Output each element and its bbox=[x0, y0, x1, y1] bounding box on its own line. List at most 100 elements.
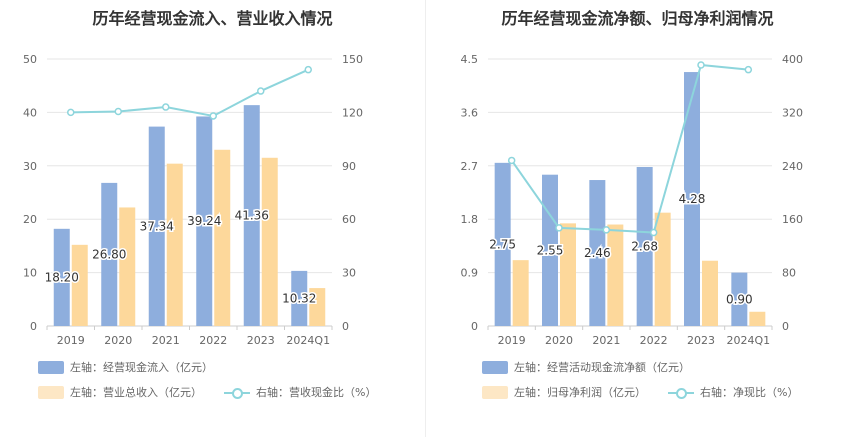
x-tick-label: 2022 bbox=[640, 334, 668, 347]
y-right-tick-label: 80 bbox=[782, 267, 796, 280]
data-label: 39.24 bbox=[187, 214, 221, 228]
bar-series-2 bbox=[166, 163, 183, 326]
x-tick-label: 2020 bbox=[104, 334, 132, 347]
line-point bbox=[304, 65, 312, 74]
bar-series-2 bbox=[607, 224, 624, 326]
x-tick-label: 2020 bbox=[545, 334, 573, 347]
bar-series-1 bbox=[589, 180, 606, 326]
line-series-3 bbox=[70, 68, 309, 118]
bar-series-2 bbox=[309, 288, 326, 326]
bar-series-1 bbox=[731, 272, 748, 326]
data-label: 2.55 bbox=[537, 243, 564, 257]
x-tick-label: 2024Q1 bbox=[727, 334, 771, 347]
data-label: 26.80 bbox=[92, 247, 126, 261]
bar-series-2 bbox=[214, 149, 231, 326]
y-right-tick-label: 240 bbox=[782, 160, 803, 173]
y-right-tick-label: 0 bbox=[782, 320, 789, 333]
bar-series-1 bbox=[494, 162, 511, 326]
y-right-tick-label: 400 bbox=[782, 53, 803, 66]
data-label: 10.32 bbox=[282, 291, 316, 305]
legend-swatch bbox=[38, 360, 64, 374]
y-right-tick-label: 120 bbox=[342, 106, 363, 119]
line-point bbox=[649, 228, 658, 237]
bar-series-1 bbox=[53, 228, 70, 326]
data-label: 0.90 bbox=[726, 292, 753, 306]
line-series-3 bbox=[510, 63, 749, 234]
bar-series-1 bbox=[684, 72, 700, 326]
data-label: 4.28 bbox=[679, 192, 706, 206]
x-tick-label: 2023 bbox=[687, 334, 715, 347]
chart-svg: 0 10 20 30 40 50 0 30 60 90 120 150 2019 2020 2021 2022… bbox=[23, 53, 363, 347]
x-tick-label: 2021 bbox=[152, 334, 180, 347]
legend-swatch bbox=[482, 385, 508, 399]
y-right-tick-label: 320 bbox=[782, 106, 803, 119]
y-left-tick-label: 4.5 bbox=[461, 53, 479, 66]
bar-series-2 bbox=[261, 157, 278, 326]
bar-series-2 bbox=[71, 244, 88, 326]
line-point bbox=[744, 65, 753, 74]
legend-swatch bbox=[482, 360, 508, 374]
y-left-tick-label: 0.9 bbox=[461, 267, 479, 280]
data-label: 2.75 bbox=[489, 237, 516, 251]
legend-label: 左轴：经营活动现金流净额（亿元） bbox=[514, 361, 690, 374]
legend-item-series-1[interactable]: 左轴：经营活动现金流净额（亿元） bbox=[482, 359, 690, 375]
line-point bbox=[162, 103, 170, 111]
x-tick-label: 2021 bbox=[592, 334, 620, 347]
legend-item-series-3[interactable]: 右轴：净现比（%） bbox=[668, 384, 798, 400]
data-label: 37.34 bbox=[140, 219, 174, 233]
y-right-tick-label: 30 bbox=[342, 267, 356, 280]
legend-line-swatch bbox=[224, 386, 250, 399]
y-left-tick-label: 3.6 bbox=[461, 106, 479, 119]
panel-divider bbox=[425, 0, 426, 437]
legend-line-swatch bbox=[668, 386, 694, 399]
y-right-tick-label: 160 bbox=[782, 213, 803, 226]
line-point bbox=[697, 61, 705, 69]
y-left-tick-label: 10 bbox=[23, 267, 37, 280]
legend-item-series-2[interactable]: 左轴：归母净利润（亿元） bbox=[482, 384, 646, 400]
bar-series-2 bbox=[512, 260, 529, 326]
legend-swatch bbox=[38, 385, 64, 399]
chart-svg: 0 0.9 1.8 2.7 3.6 4.5 0 80 160 240 320 400 2019 2020 2… bbox=[461, 53, 804, 347]
y-left-tick-label: 40 bbox=[23, 106, 37, 119]
line-point bbox=[67, 108, 75, 117]
y-left-tick-label: 2.7 bbox=[461, 160, 479, 173]
legend-item-series-2[interactable]: 左轴：营业总收入（亿元） bbox=[38, 384, 202, 400]
chart-panel-left: 历年经营现金流入、营业收入情况 0 10 20 30 40 50 0 30 60 90 120 150… bbox=[23, 9, 376, 400]
legend-item-series-3[interactable]: 右轴：营收现金比（%） bbox=[224, 384, 376, 400]
chart-title: 历年经营现金流入、营业收入情况 bbox=[92, 9, 333, 28]
bar-series-1 bbox=[148, 126, 165, 326]
data-label: 2.46 bbox=[584, 246, 611, 260]
x-tick-label: 2023 bbox=[247, 334, 275, 347]
legend-item-series-1[interactable]: 左轴：经营现金流入（亿元） bbox=[38, 359, 213, 375]
x-tick-label: 2019 bbox=[498, 334, 526, 347]
legend-label: 左轴：营业总收入（亿元） bbox=[70, 386, 202, 399]
bar-series-1 bbox=[243, 105, 260, 326]
y-right-tick-label: 90 bbox=[342, 160, 356, 173]
y-right-tick-label: 60 bbox=[342, 213, 356, 226]
line-point bbox=[209, 112, 217, 120]
bar-series-2 bbox=[119, 207, 136, 326]
y-right-tick-label: 150 bbox=[342, 53, 363, 66]
y-left-tick-label: 0 bbox=[30, 320, 37, 333]
bar-series-2 bbox=[749, 311, 766, 326]
x-tick-label: 2019 bbox=[57, 334, 85, 347]
y-left-tick-label: 30 bbox=[23, 160, 37, 173]
bar-series-1 bbox=[196, 116, 213, 326]
bar-series-1 bbox=[636, 166, 653, 326]
legend-label: 右轴：净现比（%） bbox=[700, 386, 799, 399]
line-point bbox=[507, 156, 516, 165]
y-left-tick-label: 20 bbox=[23, 213, 37, 226]
y-left-tick-label: 0 bbox=[471, 320, 478, 333]
x-tick-label: 2022 bbox=[199, 334, 227, 347]
chart-panel-right: 历年经营现金流净额、归母净利润情况 0 0.9 1.8 2.7 3.6 4.5 0 80 160… bbox=[425, 0, 850, 437]
x-tick-label: 2024Q1 bbox=[286, 334, 330, 347]
chart-title: 历年经营现金流净额、归母净利润情况 bbox=[501, 9, 774, 28]
bar-series-2 bbox=[560, 223, 576, 326]
legend-label: 左轴：归母净利润（亿元） bbox=[514, 386, 646, 399]
line-point bbox=[257, 87, 265, 95]
line-point bbox=[555, 224, 563, 232]
data-label: 41.36 bbox=[235, 209, 269, 223]
bar-series-2 bbox=[654, 212, 671, 326]
bar-series-1 bbox=[101, 182, 118, 326]
y-left-tick-label: 1.8 bbox=[461, 213, 479, 226]
